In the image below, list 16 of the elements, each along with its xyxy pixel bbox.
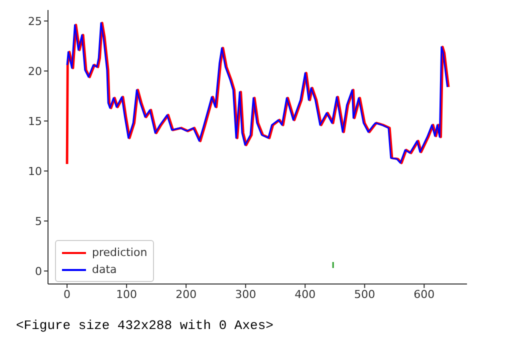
x-tick-label: 600 (414, 288, 435, 301)
x-tick-label: 500 (354, 288, 376, 301)
y-tick-label: 15 (28, 114, 42, 128)
legend-label: prediction (92, 246, 148, 259)
x-tick-label: 400 (294, 288, 316, 301)
x-tick-label: 100 (116, 288, 138, 301)
y-tick-label: 0 (35, 264, 42, 278)
x-tick-label: 300 (235, 288, 256, 301)
y-tick-label: 5 (35, 214, 42, 228)
y-tick-label: 25 (28, 14, 42, 28)
legend-label: data (92, 263, 117, 276)
y-tick-label: 10 (28, 164, 42, 178)
x-tick-label: 200 (176, 288, 197, 301)
text: <Figure size 432x288 with 0 Axes> (16, 318, 274, 333)
x-tick-label: 0 (64, 288, 71, 301)
y-tick-label: 20 (28, 64, 42, 78)
